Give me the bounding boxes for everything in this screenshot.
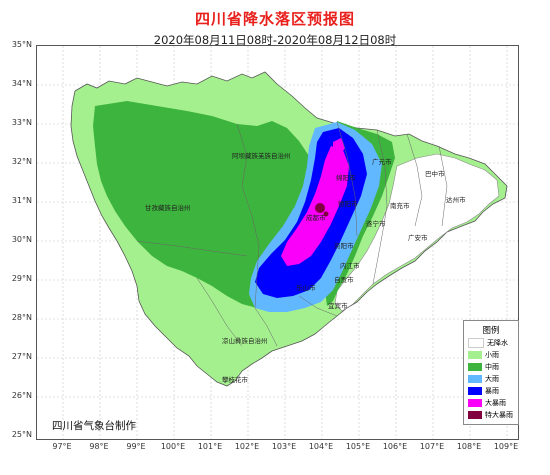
city-label: 自贡市: [334, 276, 354, 284]
legend-item: 无降水: [468, 337, 508, 348]
legend-item: 小雨: [468, 350, 499, 359]
lon-label: 108°E: [456, 442, 482, 451]
lon-label: 109°E: [493, 442, 519, 451]
city-label: 宜宾市: [328, 302, 348, 310]
legend-item: 暴雨: [468, 386, 499, 395]
precipitation-map: [37, 46, 518, 439]
lat-label: 30°N: [11, 235, 32, 244]
lat-label: 26°N: [11, 391, 32, 400]
legend-item: 中雨: [468, 362, 499, 371]
lat-label: 35°N: [11, 40, 32, 49]
lat-label: 32°N: [11, 157, 32, 166]
city-label: 德阳市: [338, 200, 358, 208]
legend-label: 特大暴雨: [485, 410, 513, 419]
lon-label: 98°E: [89, 442, 109, 451]
region-label: 阿坝藏族羌族自治州: [232, 152, 291, 160]
lat-label: 25°N: [11, 430, 32, 439]
lon-label: 99°E: [126, 442, 146, 451]
legend-swatch: [468, 386, 482, 395]
lon-label: 102°E: [234, 442, 260, 451]
legend-label: 大暴雨: [485, 398, 506, 407]
extreme-rain-spot: [323, 211, 329, 217]
legend-swatch: [468, 350, 482, 359]
map-subtitle: 2020年08月11日08时-2020年08月12日08时: [153, 33, 397, 47]
lon-label: 107°E: [419, 442, 445, 451]
legend-label: 暴雨: [485, 386, 499, 395]
legend-label: 大雨: [485, 374, 499, 383]
lon-label: 106°E: [382, 442, 408, 451]
city-label: 内江市: [340, 262, 360, 270]
lon-label: 101°E: [197, 442, 223, 451]
lat-label: 33°N: [11, 118, 32, 127]
legend-swatch: [468, 362, 482, 371]
lon-label: 103°E: [271, 442, 297, 451]
legend-label: 无降水: [487, 338, 508, 347]
legend-item: 大暴雨: [468, 398, 506, 407]
lat-label: 31°N: [11, 196, 32, 205]
legend-swatch: [468, 374, 482, 383]
lon-label: 104°E: [308, 442, 334, 451]
legend-item: 特大暴雨: [468, 410, 513, 419]
torrential-rain-spot: [333, 138, 345, 156]
city-label: 乐山市: [296, 284, 316, 292]
producer-credit: 四川省气象台制作: [52, 420, 136, 432]
legend-swatch: [468, 398, 482, 407]
city-label: 广安市: [408, 234, 428, 242]
map-frame: [36, 45, 519, 440]
legend-item: 大雨: [468, 374, 499, 383]
lon-label: 97°E: [52, 442, 72, 451]
city-label: 攀枝花市: [222, 376, 248, 384]
lat-label: 29°N: [11, 274, 32, 283]
legend-label: 小雨: [485, 350, 499, 359]
city-label: 成都市: [306, 214, 326, 222]
city-label: 资阳市: [334, 242, 354, 250]
city-label: 遂宁市: [366, 220, 386, 228]
lat-label: 27°N: [11, 352, 32, 361]
region-label: 凉山彝族自治州: [222, 337, 268, 345]
legend: 图例 无降水 小雨 中雨 大雨 暴雨 大暴雨 特大暴雨: [463, 320, 519, 425]
region-label: 甘孜藏族自治州: [145, 204, 191, 212]
city-label: 广元市: [372, 158, 392, 166]
legend-swatch: [468, 410, 482, 419]
extreme-rain-spot: [315, 203, 325, 213]
legend-title: 图例: [482, 326, 500, 336]
city-label: 巴中市: [425, 170, 445, 178]
city-label: 南充市: [390, 202, 410, 210]
lon-label: 105°E: [345, 442, 371, 451]
lat-label: 28°N: [11, 313, 32, 322]
prefecture-boundaries: [136, 121, 448, 347]
no-rain-zone: [334, 153, 500, 312]
map-title: 四川省降水落区预报图: [194, 10, 355, 28]
city-label: 绵阳市: [336, 174, 356, 182]
legend-swatch: [468, 337, 484, 348]
lon-label: 100°E: [160, 442, 186, 451]
legend-label: 中雨: [485, 362, 499, 371]
torrential-rain-zone: [281, 146, 349, 266]
lat-label: 34°N: [11, 79, 32, 88]
city-label: 达州市: [446, 196, 466, 204]
